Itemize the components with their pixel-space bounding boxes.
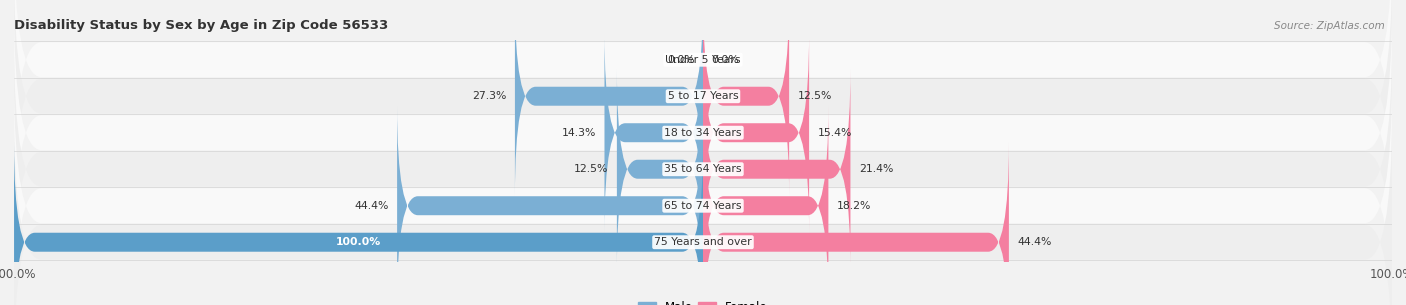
FancyBboxPatch shape xyxy=(14,41,1392,298)
Text: Source: ZipAtlas.com: Source: ZipAtlas.com xyxy=(1274,21,1385,31)
Text: 18.2%: 18.2% xyxy=(837,201,872,211)
Text: 75 Years and over: 75 Years and over xyxy=(654,237,752,247)
Text: 0.0%: 0.0% xyxy=(711,55,740,65)
Text: 18 to 34 Years: 18 to 34 Years xyxy=(664,128,742,138)
FancyBboxPatch shape xyxy=(703,142,1010,305)
Text: 27.3%: 27.3% xyxy=(472,91,506,101)
FancyBboxPatch shape xyxy=(14,114,1392,305)
FancyBboxPatch shape xyxy=(14,4,1392,261)
FancyBboxPatch shape xyxy=(515,0,703,196)
FancyBboxPatch shape xyxy=(14,0,1392,188)
FancyBboxPatch shape xyxy=(14,0,1392,225)
Text: 44.4%: 44.4% xyxy=(1017,237,1052,247)
Text: 100.0%: 100.0% xyxy=(336,237,381,247)
FancyBboxPatch shape xyxy=(14,77,1392,305)
FancyBboxPatch shape xyxy=(617,69,703,269)
FancyBboxPatch shape xyxy=(14,142,703,305)
Text: 0.0%: 0.0% xyxy=(666,55,695,65)
FancyBboxPatch shape xyxy=(703,106,828,305)
FancyBboxPatch shape xyxy=(703,0,789,196)
Text: 5 to 17 Years: 5 to 17 Years xyxy=(668,91,738,101)
FancyBboxPatch shape xyxy=(703,33,808,233)
Text: 65 to 74 Years: 65 to 74 Years xyxy=(664,201,742,211)
FancyBboxPatch shape xyxy=(396,106,703,305)
FancyBboxPatch shape xyxy=(605,33,703,233)
Legend: Male, Female: Male, Female xyxy=(634,296,772,305)
Text: 15.4%: 15.4% xyxy=(817,128,852,138)
Text: 44.4%: 44.4% xyxy=(354,201,389,211)
Text: 12.5%: 12.5% xyxy=(574,164,609,174)
Text: 35 to 64 Years: 35 to 64 Years xyxy=(664,164,742,174)
Text: 21.4%: 21.4% xyxy=(859,164,893,174)
Text: 14.3%: 14.3% xyxy=(562,128,596,138)
FancyBboxPatch shape xyxy=(703,69,851,269)
Text: 12.5%: 12.5% xyxy=(797,91,832,101)
Text: Disability Status by Sex by Age in Zip Code 56533: Disability Status by Sex by Age in Zip C… xyxy=(14,19,388,31)
Text: Under 5 Years: Under 5 Years xyxy=(665,55,741,65)
